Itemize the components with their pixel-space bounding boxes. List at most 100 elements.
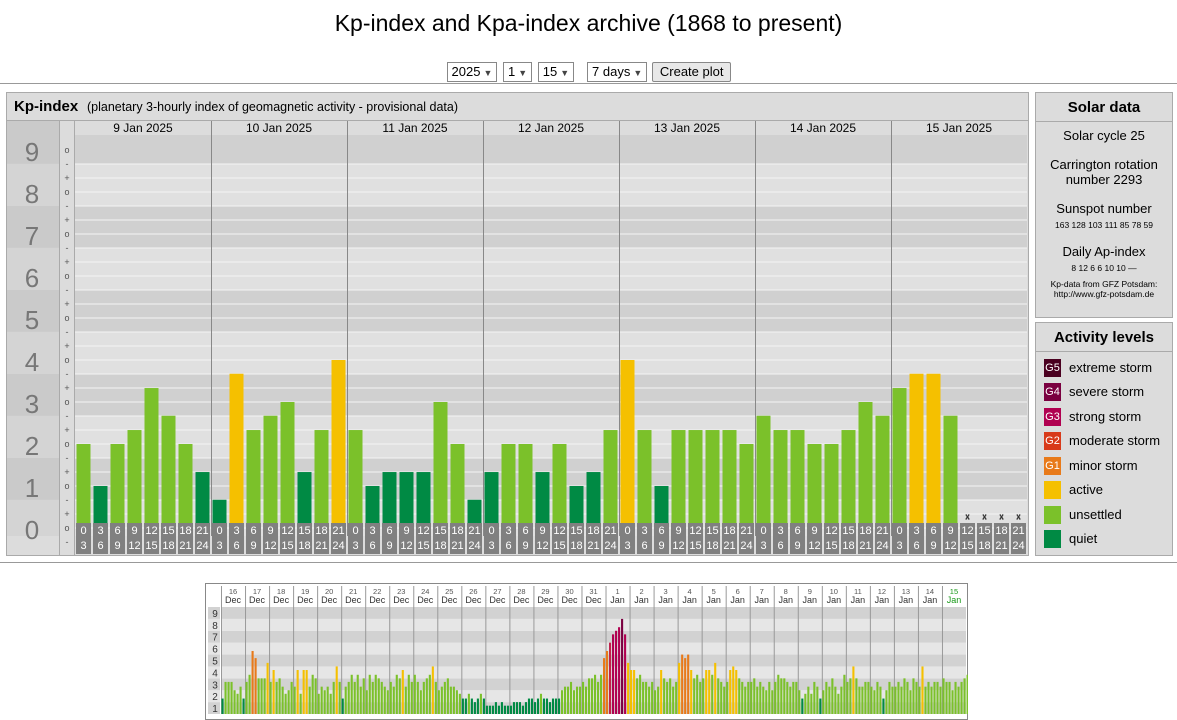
kp-bar-overlay	[841, 430, 856, 523]
mini-kp-bar	[960, 681, 963, 714]
hour-end-label: 3	[624, 540, 630, 552]
mini-kp-bar	[581, 681, 585, 714]
mini-kp-bar	[651, 681, 654, 714]
solar-cycle: Solar cycle 25	[1063, 128, 1145, 143]
hour-start-label: 15	[842, 525, 854, 537]
hour-start-label: 21	[1012, 525, 1024, 537]
hour-start-label: 15	[434, 525, 446, 537]
y-minor-label: +	[64, 173, 69, 183]
hour-start-label: 21	[740, 525, 752, 537]
mini-kp-bar	[759, 681, 762, 714]
mini-band	[221, 690, 966, 703]
mini-kp-bar	[876, 681, 879, 714]
mini-kp-bar	[461, 698, 464, 714]
y-band	[7, 205, 59, 248]
level-label: quiet	[1069, 531, 1098, 546]
source-link[interactable]: http://www.gfz-potsdam.de	[1053, 289, 1155, 299]
mini-day-number: 9	[808, 587, 812, 596]
mini-kp-bar	[386, 690, 389, 714]
mini-kp-bar	[437, 690, 440, 714]
mini-kp-bar	[380, 681, 383, 714]
level-active: active	[1044, 481, 1103, 499]
mini-month-label: Jan	[610, 595, 625, 605]
hour-end-label: 15	[825, 540, 837, 552]
mini-kp-bar	[660, 670, 663, 714]
mini-kp-bar	[645, 681, 648, 714]
mini-kp-bar	[536, 698, 540, 714]
mini-band	[221, 607, 966, 619]
day-label: 13 Jan 2025	[654, 121, 720, 135]
level-label: moderate storm	[1069, 433, 1161, 448]
hour-cell	[739, 523, 754, 554]
kp-bar-overlay	[807, 444, 822, 523]
hour-start-label: 9	[811, 525, 817, 537]
mini-kp-bar	[470, 698, 473, 714]
mini-month-label: Jan	[923, 595, 938, 605]
mini-kp-bar	[627, 662, 630, 714]
mini-kp-bar	[305, 670, 308, 714]
hour-end-label: 24	[196, 540, 208, 552]
mini-y-band	[208, 618, 220, 631]
hour-start-label: 12	[553, 525, 565, 537]
hour-end-label: 18	[570, 540, 582, 552]
hour-end-label: 3	[80, 540, 86, 552]
kp-bar-overlay	[331, 360, 346, 523]
mini-kp-bar	[654, 690, 657, 714]
y-minor-label: -	[66, 495, 69, 505]
mini-day-number: 18	[277, 587, 285, 596]
mini-kp-bar	[248, 674, 251, 714]
hour-end-label: 3	[352, 540, 358, 552]
mini-kp-bar	[551, 698, 555, 714]
hour-cell	[297, 523, 312, 554]
hour-cell	[348, 523, 363, 554]
hour-end-label: 21	[587, 540, 599, 552]
hour-end-label: 12	[672, 540, 684, 552]
mini-kp-bar	[927, 681, 930, 714]
month-select[interactable]: 1 ▼	[503, 62, 533, 82]
mini-kp-bar	[807, 686, 810, 714]
year-select[interactable]: 2025 ▼	[446, 62, 498, 82]
kp-bar-overlay	[875, 415, 890, 523]
mini-kp-bar	[221, 698, 224, 714]
level-quiet: quiet	[1044, 530, 1097, 548]
mini-kp-bar	[843, 674, 846, 714]
mini-kp-bar	[410, 681, 413, 714]
level-minor-storm: G1 minor storm	[1044, 457, 1138, 475]
mini-kp-bar	[633, 670, 636, 714]
kp-bar-overlay	[688, 430, 703, 523]
mini-kp-bar	[771, 690, 774, 714]
mini-kp-bar	[882, 698, 885, 714]
mini-kp-bar	[750, 681, 753, 714]
divider	[0, 83, 1177, 84]
mini-y-label: 2	[212, 692, 218, 703]
hour-start-label: 6	[114, 525, 120, 537]
hour-cell	[705, 523, 720, 554]
hour-cell	[824, 523, 839, 554]
span-select[interactable]: 7 days ▼	[587, 62, 648, 82]
kp-bar-overlay	[382, 472, 397, 523]
hour-end-label: 6	[233, 540, 239, 552]
mini-kp-bar	[260, 678, 263, 714]
mini-kp-bar	[735, 670, 738, 714]
mini-kp-bar	[684, 658, 687, 714]
kp-bar-overlay	[450, 444, 465, 523]
mini-kp-bar	[672, 686, 675, 714]
hour-end-label: 18	[978, 540, 990, 552]
mini-day-number: 17	[253, 587, 261, 596]
mini-kp-bar	[563, 686, 567, 714]
mini-kp-bar	[371, 681, 374, 714]
hour-end-label: 6	[97, 540, 103, 552]
level-label: strong storm	[1069, 409, 1142, 424]
mini-month-label: Dec	[465, 595, 482, 605]
mini-kp-bar	[834, 686, 837, 714]
hour-end-label: 21	[315, 540, 327, 552]
missing-mark: x	[965, 512, 970, 522]
kp-bar-overlay	[790, 430, 805, 523]
y-minor-label: -	[66, 537, 69, 547]
hour-cell	[586, 523, 601, 554]
y-band	[7, 121, 59, 164]
day-select[interactable]: 15 ▼	[537, 62, 575, 82]
create-plot-button[interactable]: Create plot	[651, 62, 732, 82]
mini-kp-bar	[930, 686, 933, 714]
hour-end-label: 18	[706, 540, 718, 552]
